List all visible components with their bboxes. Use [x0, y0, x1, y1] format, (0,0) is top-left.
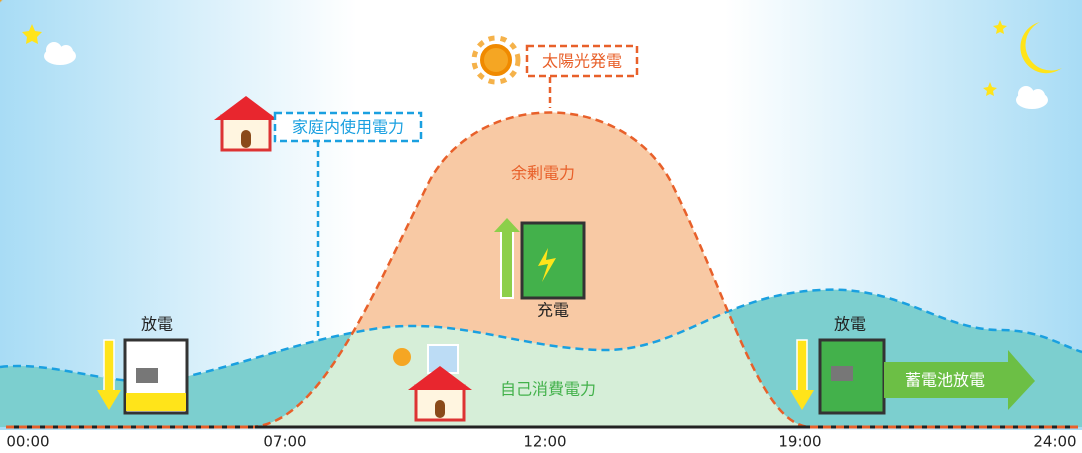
arrow-down: [796, 339, 808, 393]
label: 太陽光発電: [542, 52, 622, 71]
callout-box: [273, 111, 423, 143]
label: 充電: [537, 301, 569, 320]
time-label: 12:00: [523, 433, 566, 451]
star: [22, 24, 42, 44]
battery-level: [126, 393, 186, 411]
label: 蓄電池放電: [905, 371, 985, 390]
label: 自己消費電力: [500, 380, 596, 399]
sun-icon: [393, 348, 411, 366]
star: [983, 82, 997, 96]
arrow-up: [494, 218, 520, 232]
label: 放電: [834, 315, 866, 334]
arrow-down: [97, 390, 121, 410]
arrow-up: [500, 227, 514, 299]
time-label: 24:00: [1033, 433, 1076, 451]
bolt: [538, 248, 556, 282]
star: [993, 20, 1007, 34]
label: 放電: [141, 315, 173, 334]
battery-symbol: [136, 368, 158, 383]
battery-symbol: [831, 366, 853, 381]
arrow-down: [790, 390, 814, 410]
time-label: 07:00: [263, 433, 306, 451]
arrow-right: [884, 350, 1035, 410]
arrow-down: [103, 339, 115, 393]
sun-icon: [474, 38, 518, 82]
time-label: 00:00: [6, 433, 49, 451]
time-label: 19:00: [778, 433, 821, 451]
solar-line: [249, 111, 811, 429]
label: 家庭内使用電力: [292, 118, 404, 137]
callout-box: [525, 44, 639, 78]
label: 余剰電力: [511, 164, 575, 183]
